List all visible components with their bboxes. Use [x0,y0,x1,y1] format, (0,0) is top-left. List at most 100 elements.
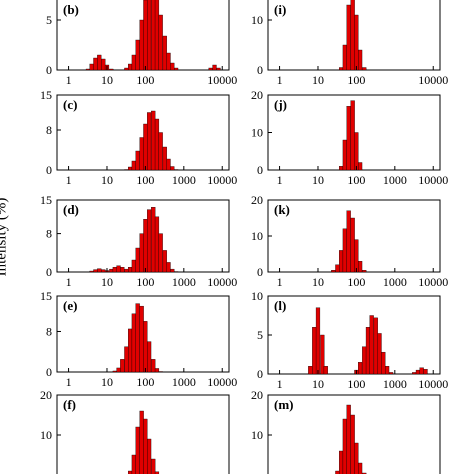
histogram-bar: 8: 6 [312,327,317,375]
chart-panel: 40: 150: 863: 1780: 18.5100: 10125: 2 (j)… [251,88,448,187]
histogram-bar: 250: 0.1 [158,371,163,373]
y-tick-label: 5 [257,328,263,342]
histogram-bar: 400: 5.2 [377,333,382,375]
y-tick-label: 10 [251,229,263,243]
histogram-bar: 63: 13 [346,4,351,71]
y-tick-label: 10 [40,428,52,442]
histogram-bar: 80: 8 [139,233,144,273]
histogram-bar: 250: 5.5 [158,14,163,71]
x-tick-label: 10000 [418,377,448,391]
histogram-bar: 160: 11.8 [151,110,156,171]
histogram-bar: 500: 0.7 [170,166,175,171]
histogram-bar: 400: 2 [166,262,171,273]
histogram-bar: 50: 5 [131,454,136,474]
histogram-bar: 500: 2.8 [381,351,386,375]
y-tick-label: 0 [46,265,52,279]
x-tick-label: 1 [66,73,72,87]
chart-panel: 16: 0.220: 0.825: 2.532: 540: 8.550: 11.… [40,289,237,389]
histogram-bar: 8: 1.1 [101,58,106,71]
histogram-bar: 125: 2 [358,162,363,171]
x-tick-label: 1 [277,173,283,187]
panel-label: (i) [274,2,286,17]
histogram-bar: 125: 8.3 [147,0,152,71]
histogram-bar: 160: 8.6 [151,0,156,71]
histogram-bar: 20: 0.8 [116,367,121,373]
x-tick-label: 10 [312,173,324,187]
histogram-bar: 40: 6 [339,250,344,273]
x-tick-label: 1000 [383,377,407,391]
histogram-bar: 100: 9 [354,239,359,273]
histogram-bar: 125: 3 [358,261,363,273]
histogram-bar: 32: 0.2 [124,67,129,71]
chart-panel: 40: 150: 563: 1280: 16100: 14125: 9160: … [40,388,230,474]
y-tick-label: 8 [46,324,52,338]
histogram-bar: 4000: 0.5 [415,369,421,375]
x-tick-label: 10 [312,377,324,391]
histogram-bar: 50: 1.8 [131,160,136,171]
histogram-bar: 250: 8 [158,233,163,273]
y-tick-label: 10 [251,126,263,140]
y-tick-label: 0 [257,367,263,381]
panel-label: (c) [63,97,77,112]
histogram-bar: 4: 0.2 [89,270,94,273]
x-tick-label: 100 [136,375,154,389]
histogram-bar: 50: 2.5 [131,259,136,273]
histogram-bar: 40: 1 [128,267,133,273]
histogram-bar: 250: 7.5 [158,132,163,171]
x-tick-label: 10000 [418,73,448,87]
histogram-bar: 100: 10 [143,321,148,373]
histogram-bar: 8000: 0.2 [216,67,221,71]
histogram-bar: 20: 1.3 [116,265,121,273]
x-tick-label: 10000 [207,275,237,289]
histogram-bar: 630: 1 [385,366,390,375]
y-tick-label: 10 [251,289,263,303]
y-tick-label: 20 [251,193,263,207]
y-tick-label: 0 [46,163,52,177]
panel-label: (l) [274,298,286,313]
histogram-bar: 250: 7.5 [369,315,374,375]
x-tick-label: 100 [347,173,365,187]
histogram-bar: 25: 0.5 [331,270,336,273]
y-tick-label: 5 [46,13,52,27]
x-tick-label: 1000 [172,275,196,289]
histogram-bar: 40: 0.6 [128,166,133,171]
histogram-bar: 500: 0.7 [170,62,175,71]
histogram-bar: 3.2: 0.1 [85,68,91,71]
histogram-bar: 100: 9.2 [143,123,148,171]
plot-frame [267,295,441,375]
y-tick-label: 10 [251,13,263,27]
histogram-bar: 125: 4 [358,49,363,71]
histogram-bar: 125: 3 [358,462,363,474]
panel-label: (j) [274,97,287,112]
histogram-bar: 100: 14 [143,418,148,474]
histogram-bar: 40: 0.6 [128,63,133,71]
histogram-bar: 320: 4.6 [162,146,167,171]
histogram-bar: 630: 0.2 [174,67,179,71]
y-tick-label: 10 [251,428,263,442]
x-tick-label: 1 [277,275,283,289]
y-tick-label: 20 [40,388,52,402]
y-tick-label: 15 [40,289,52,303]
x-tick-label: 1000 [172,375,196,389]
x-tick-label: 1000 [383,173,407,187]
histogram-bar: 160: 13.5 [151,207,156,273]
x-tick-label: 1 [66,375,72,389]
histogram-bar: 160: 3.5 [362,346,367,375]
histogram-bar: 63: 3.8 [135,150,140,171]
histogram-bar: 63: 12 [135,426,140,474]
y-tick-label: 20 [251,388,263,402]
histogram-bar: 50: 1.5 [131,54,136,71]
x-tick-label: 1 [277,73,283,87]
panel-label: (e) [63,298,77,313]
histogram-bar: 16: 0.2 [112,370,117,373]
histogram-bar: 63: 17.5 [346,404,351,474]
histogram-bar: 25: 2.5 [120,359,125,373]
histogram-bar: 100: 8 [354,442,359,474]
histogram-bar: 50: 11.5 [131,313,136,373]
x-tick-label: 10 [101,375,113,389]
x-tick-label: 1 [66,275,72,289]
histogram-bar: 40: 0.5 [339,67,344,71]
histogram-bar: 32: 2 [335,264,340,273]
histogram-bar: 50: 5 [342,44,347,71]
